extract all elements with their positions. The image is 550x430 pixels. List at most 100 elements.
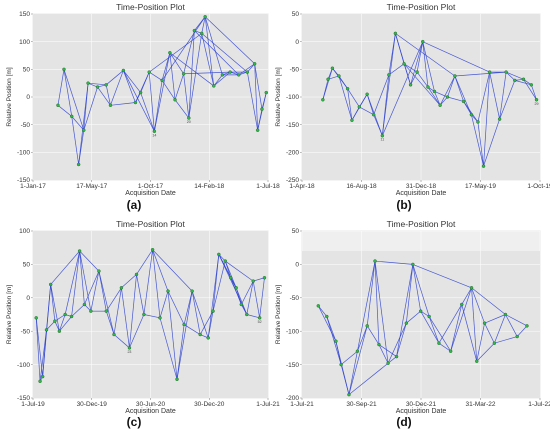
baseline-edge bbox=[494, 336, 518, 344]
baseline-edge bbox=[169, 52, 176, 100]
acquisition-point bbox=[62, 67, 66, 72]
y-tick-label: -100 bbox=[286, 328, 299, 335]
baseline-edge bbox=[388, 33, 396, 75]
baseline-edge bbox=[382, 41, 424, 136]
baseline-edge bbox=[483, 119, 500, 167]
y-tick-label: -50 bbox=[21, 328, 31, 335]
baseline-edge bbox=[50, 250, 80, 285]
baseline-edge bbox=[450, 287, 472, 352]
acquisition-point bbox=[76, 162, 81, 167]
baseline-network bbox=[35, 249, 265, 382]
chart-panel-1: Time-Position Plot 50 0 -50 -100 -150 -200 -250… bbox=[275, 2, 550, 212]
baseline-edge bbox=[347, 88, 353, 121]
baseline-edge bbox=[71, 116, 79, 165]
baseline-edge bbox=[169, 52, 184, 74]
baseline-edge bbox=[326, 316, 342, 365]
acquisition-point bbox=[316, 304, 321, 308]
baseline-edge bbox=[438, 342, 451, 352]
acquisition-point bbox=[112, 332, 116, 337]
baseline-edge bbox=[183, 30, 195, 74]
x-tick-label: 1-Jan-17 bbox=[20, 183, 46, 190]
baseline-edge bbox=[183, 324, 201, 335]
acquisition-point bbox=[394, 354, 399, 359]
x-tick-label: 31-Mar-22 bbox=[466, 401, 496, 408]
baseline-edge bbox=[318, 305, 328, 317]
baseline-edge bbox=[204, 16, 223, 75]
baseline-edge bbox=[416, 41, 424, 73]
acquisition-point bbox=[345, 86, 350, 91]
baseline-edge bbox=[129, 274, 137, 348]
baseline-edge bbox=[71, 304, 85, 317]
y-tick-label: -150 bbox=[17, 177, 30, 184]
baseline-edge bbox=[373, 114, 383, 136]
baseline-edge bbox=[476, 342, 495, 362]
acquisition-point bbox=[252, 62, 257, 66]
baseline-edge bbox=[471, 287, 485, 324]
y-tick-label: 0 bbox=[26, 94, 30, 101]
acquisition-point bbox=[453, 74, 457, 78]
acquisition-point bbox=[95, 85, 100, 89]
acquisition-point bbox=[448, 349, 453, 353]
baseline-edge bbox=[348, 325, 368, 395]
baseline-edge bbox=[405, 264, 414, 324]
baseline-edge bbox=[428, 316, 451, 352]
acquisition-point bbox=[357, 105, 362, 109]
x-tick-label: 1-Oct-19 bbox=[527, 183, 550, 190]
acquisition-points: 14 20 bbox=[56, 15, 268, 167]
baseline-edge bbox=[476, 323, 485, 362]
x-tick-label: 31-Dec-18 bbox=[406, 183, 437, 190]
x-tick-label: 14-Feb-18 bbox=[194, 183, 224, 190]
acquisition-point bbox=[192, 28, 197, 33]
baseline-edge bbox=[428, 316, 440, 344]
baseline-edge bbox=[366, 325, 380, 345]
acquisition-point bbox=[82, 128, 86, 132]
baseline-edge bbox=[188, 30, 195, 119]
y-axis-label: Relative Position [m] bbox=[6, 285, 13, 344]
y-tick-label: -250 bbox=[286, 177, 299, 184]
baseline-edge bbox=[420, 310, 440, 344]
acquisition-point bbox=[487, 70, 492, 74]
baseline-edge bbox=[366, 261, 376, 326]
acquisition-point bbox=[418, 309, 423, 313]
acquisition-point bbox=[326, 77, 330, 81]
baseline-edge bbox=[461, 287, 472, 305]
x-tick-label: 16-Aug-18 bbox=[346, 183, 377, 190]
x-tick-label: 30-Jun-20 bbox=[136, 401, 166, 408]
acquisition-point bbox=[203, 15, 207, 19]
baseline-edge bbox=[152, 249, 193, 292]
baseline-edge bbox=[416, 71, 429, 88]
acquisition-point bbox=[355, 349, 360, 353]
acquisition-point bbox=[108, 103, 113, 108]
acquisition-point bbox=[77, 249, 82, 253]
baseline-edge bbox=[505, 71, 524, 80]
panel-label: (b) bbox=[396, 198, 411, 212]
acquisition-point bbox=[255, 128, 260, 132]
baseline-edge bbox=[471, 287, 506, 315]
acquisition-point bbox=[426, 85, 430, 89]
baseline-edge bbox=[412, 264, 422, 312]
acquisition-point bbox=[168, 51, 172, 55]
baseline-edge bbox=[105, 70, 124, 86]
baseline-edge bbox=[57, 69, 65, 106]
acquisition-point bbox=[476, 120, 480, 124]
baseline-network bbox=[317, 260, 528, 395]
baseline-edge bbox=[191, 291, 201, 335]
baseline-edge bbox=[463, 101, 479, 123]
baseline-edge bbox=[39, 329, 47, 382]
acquisition-point bbox=[469, 286, 474, 290]
point-label: 23 bbox=[127, 350, 131, 354]
baseline-edge bbox=[434, 91, 448, 98]
y-tick-label: -150 bbox=[286, 362, 299, 369]
acquisition-point bbox=[380, 134, 385, 138]
acquisition-point bbox=[190, 289, 194, 293]
baseline-edge bbox=[422, 41, 490, 73]
baseline-edge bbox=[176, 324, 185, 380]
baseline-edge bbox=[254, 63, 259, 131]
baseline-edge bbox=[484, 323, 495, 344]
acquisition-point bbox=[365, 92, 369, 96]
baseline-edge bbox=[161, 52, 171, 81]
acquisition-point bbox=[525, 324, 529, 328]
baseline-edge bbox=[403, 63, 411, 85]
acquisition-point bbox=[245, 312, 249, 317]
acquisition-point bbox=[187, 116, 191, 120]
